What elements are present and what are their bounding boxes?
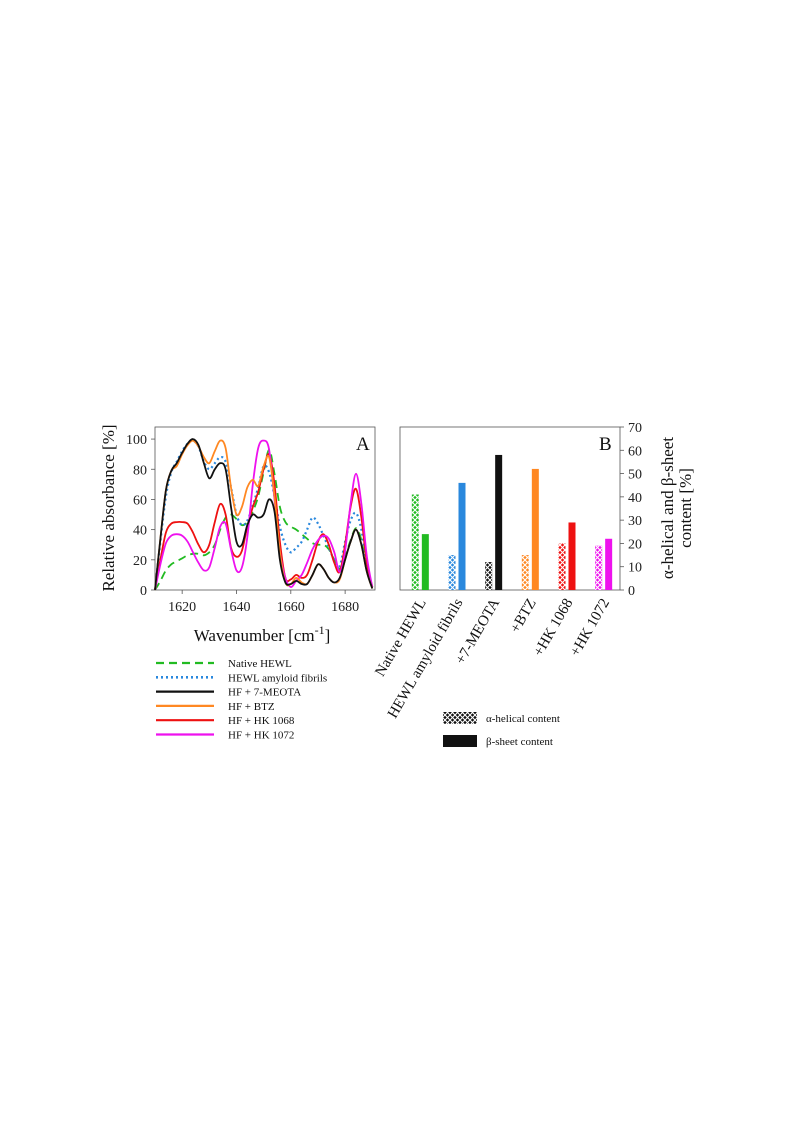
alpha-helical-bar-hatch: [411, 494, 419, 590]
y-tick-label: 100: [126, 433, 147, 448]
y-tick-label: 10: [628, 561, 642, 576]
y-tick-label: 0: [628, 584, 635, 599]
series-line-native-hewl: [154, 448, 374, 591]
panel-a-y-axis-title: Relative absorbance [%]: [99, 424, 118, 591]
legend-label: Native HEWL: [228, 658, 292, 670]
alpha-helical-bar-hatch: [485, 562, 493, 590]
alpha-helical-bar-hatch: [521, 555, 529, 590]
beta-sheet-bar: [605, 538, 613, 590]
panel-b-y-axis-title-line1: α-helical and β-sheet: [658, 437, 677, 579]
y-tick-label: 70: [628, 421, 642, 436]
y-tick-label: 60: [628, 444, 642, 459]
legend-label: HF + 7-MEOTA: [228, 687, 301, 699]
y-tick-label: 20: [133, 554, 147, 569]
panel-a-series-lines: [153, 438, 374, 591]
y-tick-label: 40: [133, 524, 147, 539]
y-tick-label: 40: [628, 491, 642, 506]
panel-a-x-axis-title: Wavenumber [cm-1]: [194, 623, 331, 645]
y-tick-label: 60: [133, 493, 147, 508]
x-axis-title-text: Wavenumber [cm: [194, 626, 315, 645]
x-axis-title-superscript: -1: [315, 623, 325, 637]
y-tick-label: 30: [628, 514, 642, 529]
y-tick-label: 0: [140, 584, 147, 599]
y-tick-label: 50: [628, 468, 642, 483]
panel-b-bars: [411, 454, 613, 590]
beta-sheet-bar: [495, 454, 503, 590]
panel-b-y-axis-title-line2: content [%]: [676, 468, 695, 548]
panel-a-legend: Native HEWL HEWL amyloid fibrils HF + 7-ME…: [156, 658, 327, 742]
x-axis-title-close: ]: [325, 626, 331, 645]
series-line-hf-7-meota: [154, 438, 374, 591]
legend-label: α-helical content: [486, 713, 560, 725]
y-tick-label: 80: [133, 463, 147, 478]
category-label: +BTZ: [508, 596, 540, 636]
panel-a-y-axis: 0 20 40 60 80 100: [126, 433, 155, 599]
legend-label: β-sheet content: [486, 736, 553, 748]
alpha-helical-bar-hatch: [558, 543, 566, 590]
panel-a-line-chart: 0 20 40 60 80 100 1620 1640 1660 1680 A Relative…: [99, 424, 376, 742]
legend-label: HEWL amyloid fibrils: [228, 672, 327, 684]
series-line-hf-hk-1072: [154, 439, 374, 591]
x-tick-label: 1640: [222, 600, 250, 615]
alpha-helical-bar-hatch: [595, 545, 603, 590]
legend-swatch-hatch: [443, 712, 477, 724]
x-tick-label: 1680: [331, 600, 359, 615]
legend-label: HF + HK 1068: [228, 715, 295, 727]
legend-swatch: [443, 735, 477, 747]
legend-label: HF + HK 1072: [228, 730, 294, 742]
beta-sheet-bar: [458, 482, 466, 590]
panel-b-plot-frame: [399, 426, 621, 591]
beta-sheet-bar: [568, 522, 576, 590]
panel-b-legend: α-helical content β-sheet content: [443, 712, 560, 748]
panel-b-label: B: [599, 434, 612, 455]
x-tick-label: 1660: [277, 600, 305, 615]
panel-a-plot-frame: [154, 426, 376, 591]
beta-sheet-bar: [531, 468, 539, 590]
y-tick-label: 20: [628, 537, 642, 552]
x-tick-label: 1620: [168, 600, 196, 615]
legend-label: HF + BTZ: [228, 701, 275, 713]
panel-b-y-axis: 0 10 20 30 40 50 60 70: [620, 421, 642, 599]
alpha-helical-bar-hatch: [448, 555, 456, 590]
panel-a-label: A: [356, 434, 370, 455]
panel-a-x-axis: 1620 1640 1660 1680: [168, 590, 359, 615]
beta-sheet-bar: [421, 534, 429, 590]
